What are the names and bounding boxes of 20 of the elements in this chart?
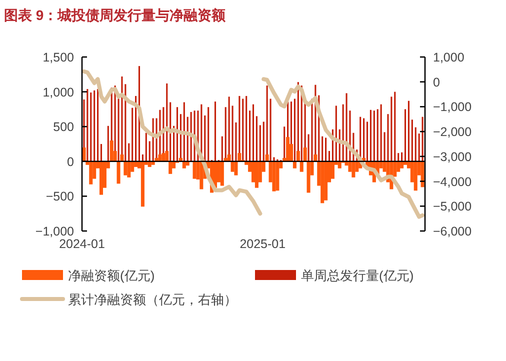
legend-label: 净融资额(亿元): [68, 268, 155, 283]
y2-tick-label: −6,000: [433, 224, 472, 238]
y-tick-label: 1,000: [42, 85, 74, 100]
y-tick-label: 1,500: [42, 50, 74, 64]
y-tick-label: −500: [46, 190, 74, 204]
y2-tick-label: −1,000: [433, 100, 472, 114]
y2-tick-label: −3,000: [433, 150, 472, 164]
chart-title: 图表 9：城投债周发行量与净融资额: [4, 7, 227, 23]
legend-label: 累计净融资额（亿元，右轴）: [68, 292, 237, 307]
y2-tick-label: −4,000: [433, 174, 472, 189]
y-tick-label: 0: [67, 154, 74, 169]
y2-tick-label: 1,000: [433, 50, 464, 64]
y2-tick-label: −2,000: [433, 125, 472, 140]
y2-tick-label: −5,000: [433, 200, 472, 214]
x-tick-label: 2025-01: [240, 237, 286, 251]
legend-label: 单周总发行量(亿元): [301, 268, 414, 283]
y-tick-label: 500: [53, 120, 74, 134]
y-tick-label: −1,000: [35, 224, 74, 238]
y2-tick-label: 0: [433, 75, 440, 90]
x-tick-label: 2024-01: [59, 237, 105, 251]
